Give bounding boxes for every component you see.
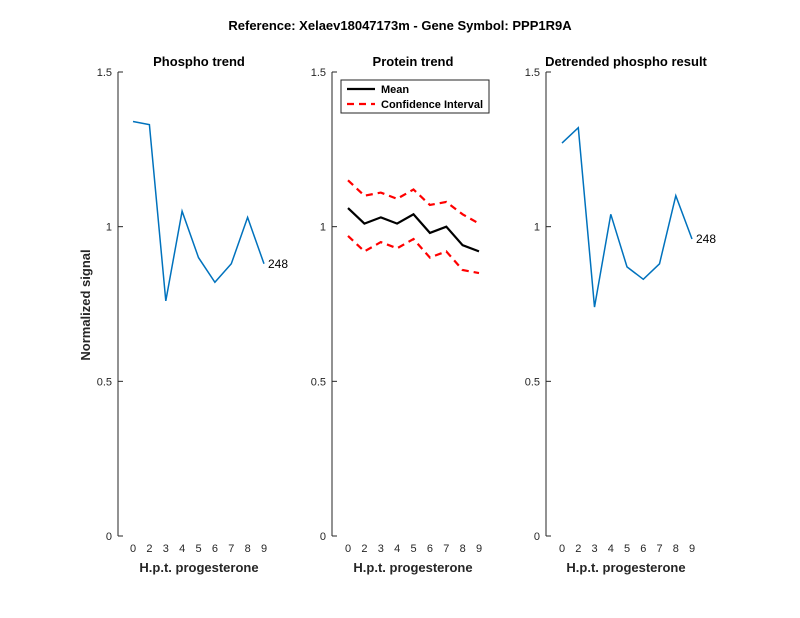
y-tick-label: 0 <box>320 531 326 543</box>
x-axis-label: H.p.t. progesterone <box>566 560 685 575</box>
y-tick-label: 1 <box>106 222 112 234</box>
x-tick-label: 6 <box>427 543 433 555</box>
x-tick-label: 4 <box>179 543 185 555</box>
x-tick-label: 3 <box>591 543 597 555</box>
series-line <box>561 126 693 308</box>
y-tick-label: 0 <box>106 531 112 543</box>
y-tick-label: 0.5 <box>97 376 112 388</box>
panel-title: Detrended phospho result <box>545 54 707 69</box>
y-tick-label: 1.5 <box>311 67 326 79</box>
x-tick-label: 8 <box>245 543 251 555</box>
x-tick-label: 4 <box>394 543 400 555</box>
series-line <box>132 120 265 302</box>
x-tick-label: 7 <box>228 543 234 555</box>
y-tick-label: 1.5 <box>97 67 112 79</box>
y-axis-label: Normalized signal <box>78 249 93 360</box>
x-tick-label: 8 <box>460 543 466 555</box>
y-tick-label: 1 <box>534 222 540 234</box>
x-tick-label: 9 <box>476 543 482 555</box>
x-tick-label: 5 <box>624 543 630 555</box>
legend-box <box>340 79 490 114</box>
x-tick-label: 3 <box>163 543 169 555</box>
x-tick-label: 8 <box>673 543 679 555</box>
mean-line <box>347 207 480 253</box>
panel-phospho-trend: Phospho trend H.p.t. progesterone Normal… <box>78 54 288 575</box>
y-tick-label: 0 <box>534 531 540 543</box>
y-tick-label: 0.5 <box>311 376 326 388</box>
x-axis-label: H.p.t. progesterone <box>139 560 258 575</box>
legend-entry-label: Mean <box>381 84 409 96</box>
legend-entry-label: Confidence Interval <box>381 99 483 111</box>
point-annotation: 248 <box>268 257 288 271</box>
confidence-interval-line <box>347 179 480 225</box>
x-tick-label: 9 <box>689 543 695 555</box>
x-tick-label: 2 <box>146 543 152 555</box>
y-tick-label: 1.5 <box>525 67 540 79</box>
panel-detrended-phospho: Detrended phospho result H.p.t. progeste… <box>525 54 717 575</box>
x-tick-label: 4 <box>608 543 614 555</box>
x-tick-label: 0 <box>130 543 136 555</box>
y-tick-label: 0.5 <box>525 376 540 388</box>
x-tick-label: 5 <box>195 543 201 555</box>
x-tick-label: 7 <box>656 543 662 555</box>
series-line <box>347 235 480 275</box>
x-tick-label: 6 <box>640 543 646 555</box>
x-tick-label: 0 <box>559 543 565 555</box>
point-annotation: 248 <box>696 232 716 246</box>
panel-protein-trend: Protein trend H.p.t. progesterone 0 0.5 1 1… <box>311 54 490 575</box>
x-tick-label: 2 <box>575 543 581 555</box>
x-tick-label: 5 <box>410 543 416 555</box>
y-tick-label: 1 <box>320 222 326 234</box>
x-tick-label: 9 <box>261 543 267 555</box>
x-tick-label: 7 <box>443 543 449 555</box>
figure-suptitle: Reference: Xelaev18047173m - Gene Symbol… <box>228 18 572 33</box>
x-tick-label: 0 <box>345 543 351 555</box>
panel-title: Protein trend <box>373 54 454 69</box>
x-tick-label: 2 <box>361 543 367 555</box>
x-tick-label: 3 <box>378 543 384 555</box>
x-axis-label: H.p.t. progesterone <box>353 560 472 575</box>
panel-title: Phospho trend <box>153 54 245 69</box>
x-tick-label: 6 <box>212 543 218 555</box>
